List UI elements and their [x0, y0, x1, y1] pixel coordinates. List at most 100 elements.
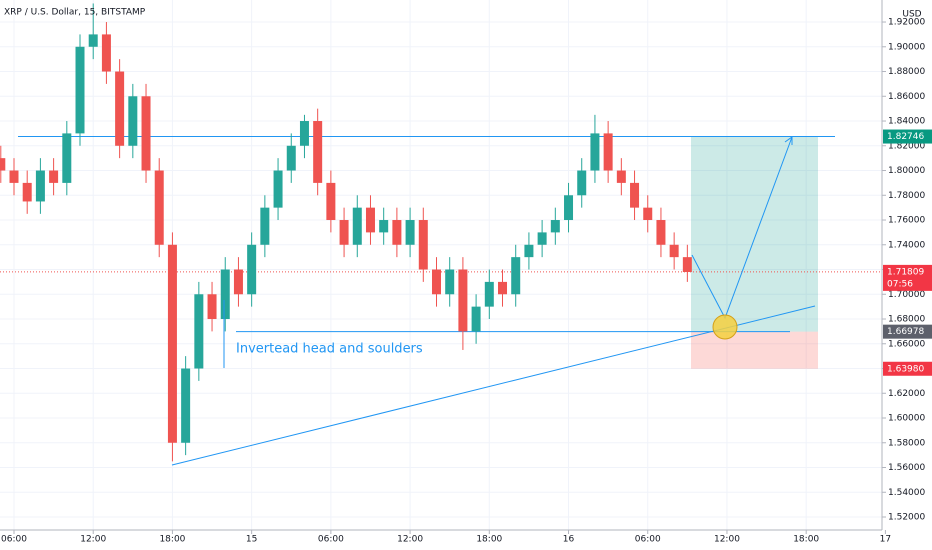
y-tick-label: 1.84000 [888, 117, 925, 127]
candle-body [88, 34, 98, 47]
candle-body [445, 269, 455, 295]
candle-body [616, 170, 626, 183]
candle-body [115, 71, 125, 146]
loss-zone [691, 331, 818, 369]
y-tick-label: 1.62000 [888, 389, 925, 399]
candle-body [524, 244, 534, 258]
stop-label: 1.63980 [887, 364, 924, 374]
y-tick-label: 1.74000 [888, 240, 925, 250]
candle-body [22, 182, 32, 202]
candle-body [379, 220, 389, 233]
candle-body [603, 133, 613, 171]
candle-body [35, 170, 45, 202]
candle-body [564, 195, 574, 221]
target-label: 1.82746 [887, 132, 924, 142]
x-tick-label: 06:00 [1, 535, 27, 545]
x-tick-label: 18:00 [159, 535, 185, 545]
trend-line [171, 305, 816, 466]
x-tick-label: 12:00 [80, 535, 106, 545]
y-tick-label: 1.54000 [888, 488, 925, 498]
y-tick-label: 1.92000 [888, 18, 925, 28]
candle-body [220, 269, 230, 320]
candle-body [313, 121, 323, 183]
x-tick-label: 17 [880, 535, 891, 545]
axis-unit: USD [902, 10, 921, 20]
entry-circle [712, 314, 738, 340]
candle-body [194, 294, 204, 369]
candle-body [431, 269, 441, 295]
y-tick-label: 1.90000 [888, 42, 925, 52]
last-price-label: 1.71809 [887, 267, 924, 277]
y-tick-label: 1.86000 [888, 92, 925, 102]
candle-body [656, 220, 666, 245]
entry-label-bg [883, 324, 932, 339]
y-tick-label: 1.94000 [888, 0, 925, 3]
candle-body [577, 170, 587, 196]
candle-body [141, 96, 151, 171]
candle-body [62, 133, 72, 183]
candle-body [49, 170, 59, 183]
candle-body [247, 244, 257, 295]
y-tick-label: 1.78000 [888, 191, 925, 201]
y-tick-label: 1.88000 [888, 67, 925, 77]
candle-body [392, 220, 402, 245]
stop-label-bg [883, 361, 932, 376]
last-price-bg [883, 264, 932, 291]
y-tick-label: 1.82000 [888, 141, 925, 151]
candle-body [550, 220, 560, 233]
candle-body [299, 121, 309, 146]
candle-body [339, 220, 349, 245]
y-tick-label: 1.60000 [888, 414, 925, 424]
candle-body [365, 207, 375, 233]
candle-body [498, 281, 508, 295]
candle-body [669, 244, 679, 258]
candle-body [326, 182, 336, 221]
candle-body [484, 281, 494, 307]
projection-arrowhead [784, 136, 793, 145]
candle-body [471, 306, 481, 332]
x-tick-label: 16 [563, 535, 575, 545]
candle-body [101, 34, 111, 72]
candle-body [181, 368, 191, 443]
candle-body [0, 158, 6, 171]
y-tick-label: 1.80000 [888, 166, 925, 176]
candle-body [418, 220, 428, 270]
y-tick-label: 1.76000 [888, 216, 925, 226]
candle-body [537, 232, 547, 245]
x-tick-label: 06:00 [318, 535, 344, 545]
x-tick-label: 12:00 [397, 535, 423, 545]
candle-body [590, 133, 600, 171]
y-tick-label: 1.58000 [888, 438, 925, 448]
candle-body [167, 244, 177, 443]
candle-body [352, 207, 362, 245]
annotation: Invertead head and soulders [236, 342, 423, 357]
candle-body [9, 170, 19, 183]
y-tick-label: 1.66000 [888, 339, 925, 349]
candle-body [128, 96, 138, 146]
countdown-label: 07:56 [887, 279, 913, 289]
y-tick-label: 1.52000 [888, 513, 925, 523]
x-tick-label: 18:00 [793, 535, 819, 545]
candle-body [273, 170, 283, 208]
y-tick-label: 1.68000 [888, 315, 925, 325]
x-tick-label: 18:00 [476, 535, 502, 545]
x-tick-label: 06:00 [635, 535, 661, 545]
x-tick-label: 15 [246, 535, 257, 545]
candle-body [458, 269, 468, 332]
y-tick-label: 1.70000 [888, 290, 925, 300]
profit-zone [691, 136, 818, 332]
candle-body [405, 220, 415, 245]
candle-body [682, 257, 692, 272]
candle-body [233, 269, 243, 295]
candle-body [260, 207, 270, 245]
candle-body [511, 257, 521, 295]
candle-body [207, 294, 217, 320]
x-tick-label: 12:00 [714, 535, 740, 545]
candle-body [643, 207, 653, 221]
target-label-bg [883, 129, 932, 144]
chart-title: XRP / U.S. Dollar, 15, BITSTAMP [4, 8, 146, 18]
candle-body [286, 145, 296, 171]
candle-body [154, 170, 164, 245]
y-tick-label: 1.56000 [888, 463, 925, 473]
